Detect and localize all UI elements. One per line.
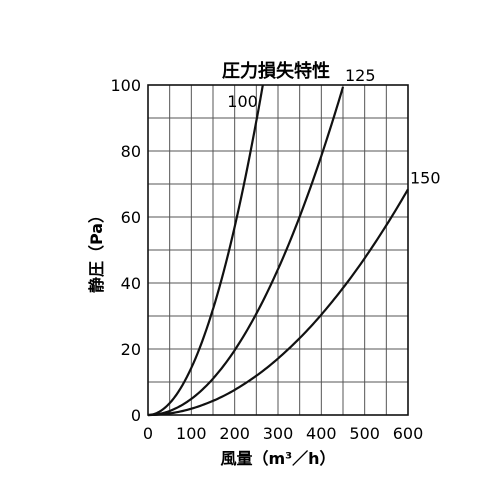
curve-150 xyxy=(147,188,409,417)
y-tick-label: 80 xyxy=(121,142,141,161)
grid xyxy=(148,85,408,415)
y-axis-label: 静圧（Pa） xyxy=(87,207,106,293)
y-tick-label: 100 xyxy=(110,76,141,95)
x-tick-labels: 0 100 200 300 400 500 600 xyxy=(143,424,423,443)
x-tick-label: 300 xyxy=(263,424,294,443)
x-tick-label: 100 xyxy=(176,424,207,443)
x-tick-label: 500 xyxy=(349,424,380,443)
series-labels: 100 125 150 xyxy=(227,66,440,187)
y-tick-label: 20 xyxy=(121,340,141,359)
y-tick-label: 0 xyxy=(131,406,141,425)
curve-125 xyxy=(147,86,345,417)
x-tick-label: 400 xyxy=(306,424,337,443)
x-tick-label: 600 xyxy=(393,424,424,443)
y-tick-label: 40 xyxy=(121,274,141,293)
y-tick-labels: 0 20 40 60 80 100 xyxy=(110,76,141,425)
plot-frame xyxy=(147,84,409,416)
y-tick-label: 60 xyxy=(121,208,141,227)
curve-100 xyxy=(147,84,264,417)
chart-title: 圧力損失特性 xyxy=(222,60,330,82)
x-axis-label: 風量（m³／h） xyxy=(220,449,335,468)
series-label-150: 150 xyxy=(410,168,441,187)
x-tick-label: 0 xyxy=(143,424,153,443)
series-curves xyxy=(147,84,409,417)
series-label-125: 125 xyxy=(345,66,376,85)
series-label-100: 100 xyxy=(227,92,258,111)
x-tick-label: 200 xyxy=(219,424,250,443)
